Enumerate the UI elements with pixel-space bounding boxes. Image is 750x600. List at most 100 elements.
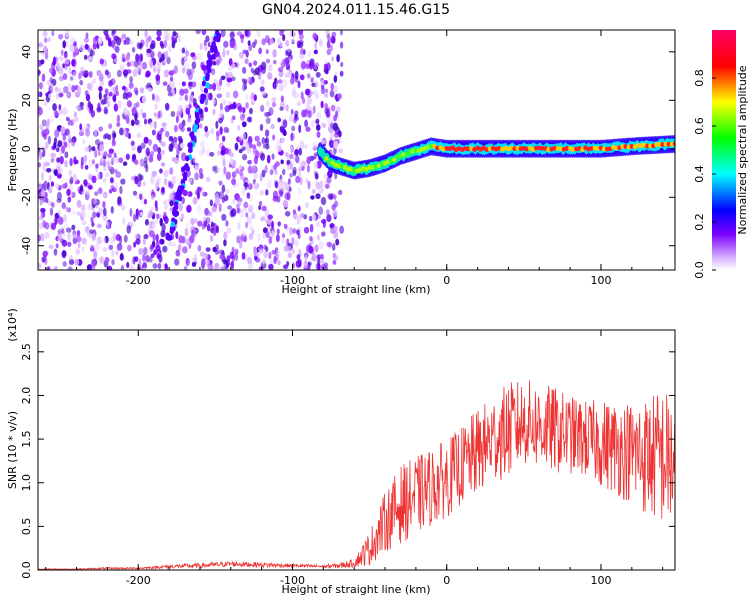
spectrogram-cell: [114, 45, 120, 53]
spectrogram-cell: [56, 191, 62, 201]
spectrogram-cell: [131, 107, 137, 115]
spectrogram-cell: [339, 225, 344, 234]
spectrogram-cell: [132, 256, 136, 265]
spectrogram-cell: [190, 94, 194, 100]
spectrogram-cell: [332, 85, 338, 94]
spectrogram-cell: [315, 182, 321, 190]
spectrogram-cell: [55, 147, 60, 153]
spectrogram-cell: [56, 157, 60, 163]
spectrogram-marks: [38, 30, 675, 270]
spectrogram-cell: [297, 80, 301, 89]
x-tick-label: -100: [280, 574, 305, 587]
spectrogram-cell: [288, 226, 294, 236]
spectrogram-cell: [289, 161, 294, 171]
spectrogram-cell: [323, 67, 329, 74]
spectrogram-cell: [103, 207, 107, 217]
spectrogram-cell: [51, 30, 55, 37]
spectrogram-cell: [73, 47, 78, 54]
spectrogram-cell: [116, 122, 121, 128]
spectrogram-cell: [96, 236, 103, 245]
spectrogram-cell: [38, 69, 41, 75]
spectrogram-cell: [94, 128, 98, 138]
spectrogram-cell: [60, 126, 66, 134]
spectrogram-cell: [282, 264, 289, 270]
spectrogram-cell: [296, 214, 302, 223]
spectrogram-cell: [314, 244, 319, 253]
spectrogram-cell: [244, 30, 249, 37]
spectrogram-cell: [39, 212, 43, 219]
spectrogram-cell: [76, 199, 82, 208]
spectrogram-cell: [188, 81, 193, 87]
spectrogram-cell: [304, 119, 308, 128]
spectrogram-cell: [39, 199, 43, 206]
spectrogram-cell: [192, 229, 197, 238]
spectrogram-cell: [245, 102, 249, 109]
spectrogram-cell: [292, 166, 297, 175]
spectrogram-cell: [88, 232, 93, 239]
spectrogram-cell: [104, 69, 109, 76]
spectrogram-cell: [231, 265, 235, 270]
spectrogram-cell: [331, 56, 334, 62]
snr-y-scale-label: (x10⁴): [6, 308, 19, 342]
spectrogram-cell: [42, 30, 48, 38]
spectrogram-cell: [72, 173, 78, 183]
spectrogram-cell: [129, 265, 135, 270]
spectrogram-cell: [226, 128, 230, 133]
spectrogram-cell: [90, 258, 96, 268]
spectrogram-cell: [71, 84, 76, 93]
spectrogram-cell: [194, 165, 200, 172]
spectrogram-cell: [290, 76, 295, 85]
spectrogram-cell: [312, 105, 316, 114]
spectrogram-cell: [200, 113, 205, 122]
diagonal-track-cell: [185, 165, 191, 172]
spectrogram-cell: [148, 139, 153, 146]
spectrogram-cell: [174, 258, 180, 266]
spectrogram-cell: [102, 201, 106, 208]
snr-y-ticks: 0.0 0.5 1.0 1.5 2.0 2.5: [20, 343, 675, 579]
spectrogram-cell: [185, 258, 190, 266]
spectrogram-cell: [305, 126, 311, 132]
spectrogram-cell: [132, 68, 138, 78]
diagonal-track-cell: [200, 96, 205, 103]
spectrogram-cell: [300, 140, 305, 150]
spectrogram-cell: [170, 69, 176, 75]
spectrogram-cell: [66, 91, 72, 99]
spectrogram-cell: [326, 176, 332, 184]
spectrogram-cell: [109, 177, 114, 184]
spectrogram-cell: [210, 221, 215, 228]
spectrogram-cell: [295, 175, 301, 184]
spectrogram-cell: [161, 187, 165, 193]
spectrogram-cell: [331, 31, 337, 38]
spectrogram-cell: [99, 256, 104, 264]
spectrogram-cell: [280, 236, 286, 245]
spectrogram-cell: [61, 202, 66, 210]
spectrogram-cell: [210, 68, 216, 76]
spectrogram-cell: [277, 37, 281, 46]
spectrogram-cell: [51, 78, 57, 87]
spectrogram-cell: [290, 109, 294, 115]
spectrogram-cell: [141, 61, 148, 70]
spectrogram-cell: [321, 231, 326, 237]
spectrogram-cell: [185, 222, 190, 228]
spectrogram-cell: [79, 184, 84, 192]
spectrogram-cell: [175, 249, 181, 257]
track-band-core: [392, 157, 397, 163]
spectrogram-cell: [208, 210, 212, 217]
spectrogram-cell: [123, 127, 127, 136]
spectrogram-cell: [178, 215, 183, 220]
spectrogram-cell: [205, 35, 210, 43]
spectrogram-cell: [76, 211, 82, 216]
spectrogram-cell: [215, 167, 221, 174]
spectrogram-cell: [218, 117, 223, 124]
spectrogram-cell: [40, 172, 45, 181]
spectrogram-cell: [212, 82, 217, 91]
spectrogram-cell: [239, 240, 243, 249]
spectrogram-cell: [336, 106, 341, 113]
spectrogram-cell: [333, 194, 337, 200]
spectrogram-cell: [109, 157, 114, 162]
spectrogram-cell: [183, 265, 188, 270]
diagonal-track-cell: [184, 155, 190, 162]
spectrogram-cell: [155, 233, 159, 243]
spectrogram-cell: [134, 159, 139, 165]
